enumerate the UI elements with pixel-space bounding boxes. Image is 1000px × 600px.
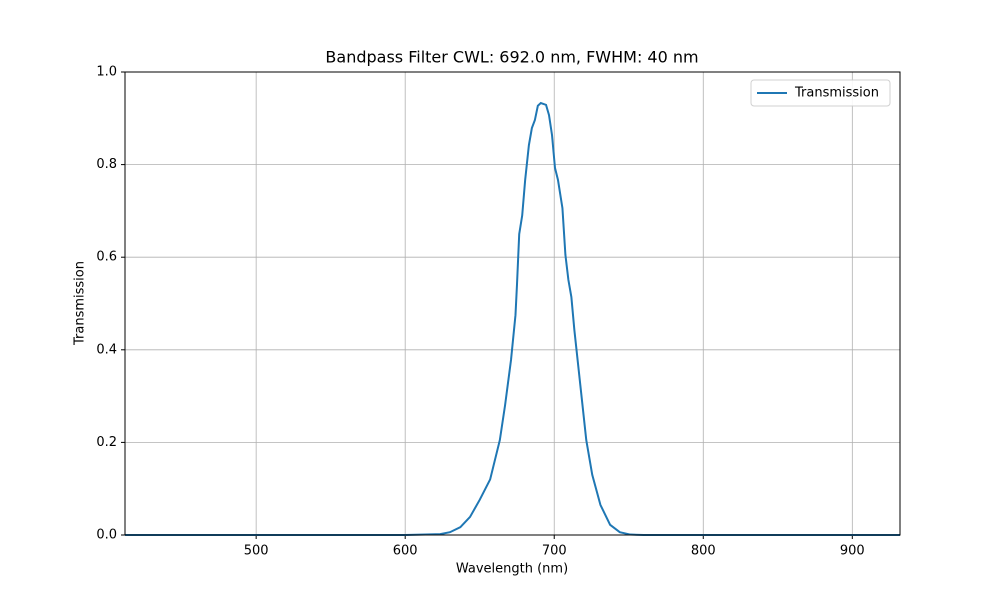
- x-tick-label: 700: [542, 544, 567, 559]
- line-series: [125, 101, 900, 536]
- x-tick-label: 600: [393, 544, 418, 559]
- y-tick-label: 1.0: [96, 65, 117, 80]
- y-tick-label: 0.0: [96, 528, 117, 543]
- x-axis-label: Wavelength (nm): [456, 562, 568, 577]
- x-tick-label: 500: [244, 544, 269, 559]
- chart-title: Bandpass Filter CWL: 692.0 nm, FWHM: 40 …: [325, 48, 698, 67]
- y-tick-label: 0.6: [96, 250, 117, 265]
- x-tick-label: 900: [840, 544, 865, 559]
- y-tick-label: 0.2: [96, 435, 117, 450]
- legend-label: Transmission: [794, 86, 879, 101]
- y-axis-label: Transmission: [73, 261, 88, 346]
- y-tick-label: 0.8: [96, 157, 117, 172]
- legend-box: [750, 79, 891, 107]
- x-tick-label: 800: [691, 544, 716, 559]
- y-tick-label: 0.4: [96, 342, 117, 357]
- plot-frame: [124, 71, 901, 536]
